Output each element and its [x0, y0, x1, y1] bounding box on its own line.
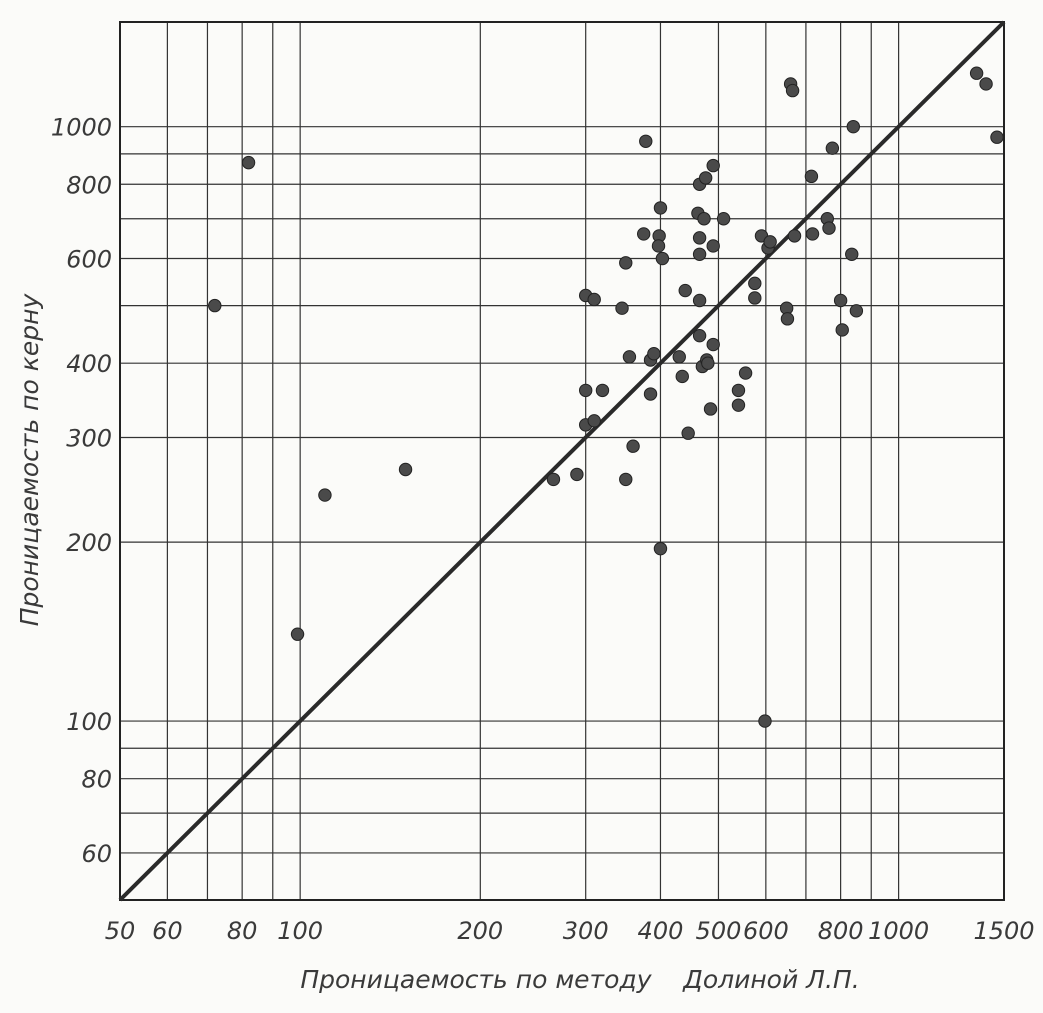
data-point [825, 141, 840, 155]
x-tick-label: 600 [743, 917, 789, 945]
x-tick-label: 60 [152, 917, 183, 945]
data-point [672, 350, 686, 364]
x-tick-label: 1500 [973, 917, 1034, 945]
y-tick-label: 400 [66, 350, 112, 378]
x-tick-label: 50 [105, 917, 136, 945]
data-point [822, 221, 836, 235]
data-point [716, 212, 731, 226]
x-tick-label: 1000 [868, 917, 929, 945]
x-tick-label: 300 [563, 917, 609, 945]
data-point [643, 387, 658, 401]
x-tick-label: 200 [457, 917, 503, 945]
y-tick-label: 600 [66, 246, 112, 274]
data-point [804, 169, 819, 184]
data-point [706, 158, 720, 173]
data-point [678, 283, 692, 298]
y-tick-label: 200 [66, 529, 112, 557]
data-point [639, 134, 653, 148]
data-point [697, 212, 711, 226]
data-point [731, 383, 746, 398]
data-point [636, 227, 651, 241]
data-point [969, 66, 984, 80]
data-point [619, 256, 633, 270]
data-point [655, 251, 670, 266]
data-point [787, 229, 802, 243]
y-axis-title: Проницаемость по керну [15, 293, 44, 627]
data-point [681, 426, 695, 440]
x-tick-label: 100 [277, 917, 323, 945]
data-point [622, 350, 637, 364]
x-tick-label: 800 [818, 917, 864, 945]
grid [119, 21, 1005, 901]
data-points [208, 66, 1004, 728]
data-point [692, 293, 707, 308]
data-point [990, 130, 1004, 144]
y-tick-label: 300 [66, 424, 112, 452]
data-point [846, 119, 861, 134]
data-point [653, 201, 668, 215]
data-point [619, 472, 633, 487]
y-tick-label: 1000 [51, 114, 112, 142]
data-point [675, 369, 689, 384]
data-point [398, 462, 413, 477]
y-tick-labels: 60 80 100 200 300 400 600 800 1000 [51, 114, 112, 868]
data-point [587, 414, 601, 428]
data-point [578, 383, 593, 398]
data-point [698, 171, 713, 185]
data-point [692, 247, 707, 261]
data-point [706, 337, 720, 352]
data-point [833, 293, 848, 308]
data-point [748, 276, 762, 291]
y-tick-label: 80 [81, 766, 112, 794]
data-point [546, 472, 561, 487]
data-point [780, 312, 795, 326]
data-point [692, 328, 707, 343]
data-point [208, 298, 222, 313]
data-point [595, 383, 610, 398]
x-tick-label: 400 [638, 917, 684, 945]
reference-line-y-equals-x [118, 20, 1006, 902]
data-point [738, 366, 753, 380]
x-axis-title: Проницаемость по методу Долиной Л.П. [300, 965, 859, 994]
data-point [653, 541, 668, 556]
data-point [785, 83, 800, 98]
data-point [845, 247, 859, 261]
y-tick-label: 800 [66, 171, 112, 199]
data-point [241, 155, 256, 170]
data-point [706, 239, 720, 253]
data-point [758, 714, 772, 728]
data-point [570, 467, 584, 482]
data-point [763, 235, 777, 249]
data-point [290, 627, 305, 641]
x-tick-label: 500 [696, 917, 742, 945]
data-point [979, 77, 993, 91]
data-point [615, 301, 629, 315]
data-point [318, 488, 332, 502]
data-point [703, 402, 718, 416]
data-point [626, 439, 640, 453]
y-tick-label: 60 [81, 840, 112, 868]
data-point [701, 356, 715, 370]
data-point [849, 304, 864, 318]
data-point [692, 231, 707, 245]
data-point [651, 239, 666, 253]
y-tick-label: 100 [66, 708, 112, 736]
reference-line-group [118, 20, 1006, 902]
x-tick-labels: 50 60 80 100 200 300 400 500 600 800 1000 1500 [105, 917, 1035, 945]
data-point [587, 292, 601, 307]
plot-frame [119, 21, 1005, 901]
data-point [748, 291, 762, 305]
data-point [835, 323, 849, 337]
data-point [731, 398, 746, 412]
data-point [805, 227, 820, 241]
data-point [647, 347, 661, 361]
x-tick-label: 80 [227, 917, 258, 945]
